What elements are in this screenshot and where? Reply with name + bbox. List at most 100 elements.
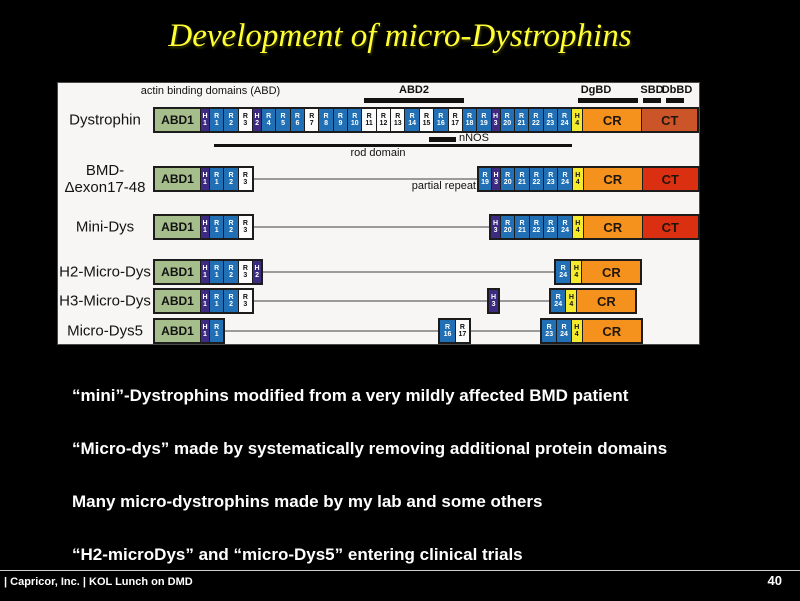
connector-line xyxy=(263,271,555,273)
connector-line xyxy=(254,178,478,180)
connector-line xyxy=(225,330,439,332)
domain-box-r10: R 10 xyxy=(347,109,362,131)
domain-box-r23: R 23 xyxy=(543,216,558,238)
connector-line xyxy=(254,226,490,228)
abd2-bar xyxy=(364,98,464,103)
domain-box-abd1: ABD1 xyxy=(155,261,200,283)
bullet-4: “H2-microDys” and “micro-Dys5” entering … xyxy=(72,545,523,564)
domain-box-r24: R 24 xyxy=(556,109,572,131)
domain-box-r11: R 11 xyxy=(361,109,376,131)
dgbd-label: DgBD xyxy=(580,84,612,96)
domain-box-r21: R 21 xyxy=(513,109,529,131)
domain-box-r20: R 20 xyxy=(500,168,515,190)
domain-box-abd1: ABD1 xyxy=(155,109,200,131)
abd-label: actin binding domains (ABD) xyxy=(140,85,281,97)
domain-box-r13: R 13 xyxy=(390,109,405,131)
domain-box-ct: CT xyxy=(641,216,698,238)
domain-box-r21: R 21 xyxy=(514,216,529,238)
domain-box-abd1: ABD1 xyxy=(155,216,200,238)
domain-row-2: ABD1 H 1 R 1 R 2 R 3 H 3 R 20 R 21 R 22 R 23 R 24 H 4 CR CT xyxy=(153,214,700,240)
domain-box-r24: R 24 xyxy=(556,320,571,342)
domain-box-r16: R 16 xyxy=(433,109,448,131)
domain-box-r24: R 24 xyxy=(551,290,566,312)
bullet-3: Many micro-dystrophins made by my lab an… xyxy=(72,492,543,511)
domain-group: H 3 R 20 R 21 R 22 R 23 R 24 H 4 CR CT xyxy=(489,214,700,240)
footer-divider xyxy=(0,570,800,571)
row-label-dystrophin: Dystrophin xyxy=(69,111,141,129)
domain-row-3: ABD1 H 1 R 1 R 2 R 3 H 2 R 24 H 4 CR xyxy=(153,259,643,285)
domain-row-4: ABD1 H 1 R 1 R 2 R 3 H 3 R 24 H 4 CR xyxy=(153,288,638,314)
sbd-bar xyxy=(643,98,661,103)
domain-box-r18: R 18 xyxy=(461,109,477,131)
domain-box-r22: R 22 xyxy=(528,168,544,190)
domain-box-r24: R 24 xyxy=(557,216,572,238)
domain-group: ABD1 H 1 R 1 R 2 R 3 xyxy=(153,166,255,192)
domain-box-r12: R 12 xyxy=(375,109,391,131)
domain-box-cr: CR xyxy=(582,109,642,131)
domain-box-r22: R 22 xyxy=(528,109,543,131)
nnos-label: nNOS xyxy=(459,132,489,144)
diagram-panel: actin binding domains (ABD) ABD2 DgBD SBD Db… xyxy=(57,82,700,345)
domain-row-0: ABD1 H 1 R 1 R 2 R 3 H 2 R 4 R 5 R 6 R 7 R 8 R 9 R 10 R 11 R 12 R 13 R 1… xyxy=(153,107,700,133)
domain-box-r16: R 16 xyxy=(440,320,455,342)
domain-box-r17: R 17 xyxy=(454,320,470,342)
dgbd-bar xyxy=(578,98,638,103)
domain-box-cr: CR xyxy=(582,168,642,190)
domain-group: R 16 R 17 xyxy=(438,318,472,344)
row-label-bmd-: BMD- Δexon17-48 xyxy=(64,162,146,196)
domain-box-r22: R 22 xyxy=(528,216,544,238)
domain-box-ct: CT xyxy=(641,168,698,190)
nnos-bar xyxy=(429,137,456,142)
bullet-2: “Micro-dys” made by systematically remov… xyxy=(72,439,668,458)
domain-box-abd1: ABD1 xyxy=(155,320,200,342)
domain-box-r23: R 23 xyxy=(543,168,558,190)
domain-box-r23: R 23 xyxy=(542,109,557,131)
domain-row-5: ABD1 H 1 R 1 R 16 R 17 R 23 R 24 H 4 CR xyxy=(153,318,643,344)
domain-group: R 19 H 3 R 20 R 21 R 22 R 23 R 24 H 4 CR CT xyxy=(477,166,700,192)
row-label-h2-micro-dys: H2-Micro-Dys xyxy=(59,263,151,281)
domain-box-cr: CR xyxy=(576,290,636,312)
domain-box-r24: R 24 xyxy=(556,261,571,283)
domain-group: ABD1 H 1 R 1 R 2 R 3 xyxy=(153,214,255,240)
domain-group: ABD1 H 1 R 1 xyxy=(153,318,226,344)
row-label-h3-micro-dys: H3-Micro-Dys xyxy=(59,292,151,310)
domain-box-r17: R 17 xyxy=(447,109,462,131)
connector-line xyxy=(500,300,550,302)
domain-group: ABD1 H 1 R 1 R 2 R 3 H 2 R 4 R 5 R 6 R 7 R 8 R 9 R 10 R 11 R 12 R 13 R 1… xyxy=(153,107,700,133)
dbbd-bar xyxy=(666,98,684,103)
page-number: 40 xyxy=(767,573,782,588)
abd2-label: ABD2 xyxy=(399,84,429,96)
connector-line xyxy=(471,330,541,332)
